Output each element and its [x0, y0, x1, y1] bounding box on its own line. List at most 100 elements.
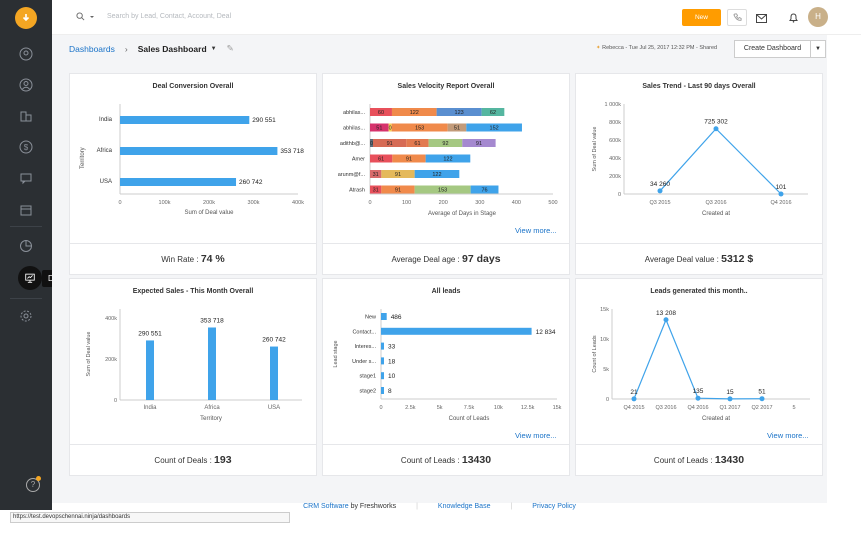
y-tick-label: Interes... [355, 344, 377, 350]
widget-all-leads: All leads Lead stage 0 2.5k 5k 7.5k 10k 12.5k… [322, 278, 570, 476]
x-tick-label: USA [268, 405, 280, 411]
series-line [659, 127, 782, 195]
shared-info: ✦ Rebecca - Tue Jul 25, 2017 12:32 PM - … [596, 45, 717, 51]
data-point [759, 396, 765, 402]
accounts-icon[interactable] [16, 106, 36, 126]
series-line [633, 318, 763, 400]
dashboards-icon[interactable] [18, 266, 42, 290]
y-tick-label: abhilas... [343, 126, 365, 132]
data-label: 486 [391, 314, 402, 321]
breadcrumb-dashboards-link[interactable]: Dashboards [69, 43, 115, 54]
y-tick-label: 0 [606, 397, 609, 403]
widget-sales-trend: Sales Trend - Last 90 days Overall Sum o… [575, 73, 823, 275]
x-tick-label: Q3 2016 [705, 200, 726, 206]
view-more-link[interactable]: View more... [767, 431, 809, 440]
data-label: 91 [395, 188, 401, 194]
bar-segment [391, 123, 448, 132]
data-label: 34 260 [650, 181, 670, 188]
x-tick-label: India [143, 405, 157, 411]
avatar[interactable]: H [808, 7, 828, 27]
x-tick-label: Q4 2015 [623, 405, 644, 411]
bell-icon[interactable] [785, 10, 801, 26]
knowledge-base-link[interactable]: Knowledge Base [437, 503, 491, 510]
notification-dot [36, 476, 41, 481]
x-tick-label: Q4 2016 [687, 405, 708, 411]
chat-icon[interactable] [16, 168, 36, 188]
x-tick-label: Africa [204, 405, 220, 411]
all-leads-chart: Lead stage 0 2.5k 5k 7.5k 10k 12.5k 15k New 486 C… [333, 309, 562, 422]
footer-value: 97 days [462, 253, 501, 265]
home-icon[interactable] [16, 44, 36, 64]
new-button[interactable]: New [682, 9, 721, 26]
y-axis-label: Count of Leads [592, 335, 598, 373]
bar-segment [428, 139, 463, 147]
data-label: 18 [388, 358, 396, 365]
create-dashboard-dropdown-icon[interactable]: ▼ [815, 46, 821, 52]
footer-value: 74 % [200, 253, 225, 265]
widget-leads-generated: Leads generated this month.. Count of Le… [575, 278, 823, 476]
calendar-icon[interactable] [16, 200, 36, 220]
footer-divider: | [416, 503, 418, 510]
y-axis-label: Sum of Deal value [86, 332, 92, 377]
privacy-policy-link[interactable]: Privacy Policy [532, 503, 576, 510]
bar-segment [381, 185, 415, 194]
data-label: 91 [406, 157, 412, 163]
x-tick-label: 15k [553, 405, 562, 411]
widget-title: Leads generated this month.. [650, 288, 748, 295]
view-more-link[interactable]: View more... [515, 226, 557, 235]
chevron-down-icon[interactable] [89, 14, 95, 20]
bar [120, 178, 237, 186]
bar-segment [370, 185, 382, 194]
data-label: 62 [490, 110, 496, 116]
create-dashboard-label[interactable]: Create Dashboard [735, 41, 811, 57]
data-label: 123 [455, 110, 464, 116]
phone-icon[interactable] [727, 9, 747, 26]
data-label: 61 [378, 157, 384, 163]
y-tick-label: 1 000k [604, 102, 621, 108]
data-label: 60 [378, 110, 384, 116]
shared-icon: ✦ [596, 45, 601, 51]
breadcrumb: Dashboards › Sales Dashboard ▼ ✎ [69, 43, 234, 54]
mail-icon[interactable] [753, 10, 769, 26]
freshsales-logo[interactable] [15, 7, 37, 29]
edit-pencil-icon[interactable]: ✎ [226, 43, 234, 53]
help-icon[interactable]: ? [26, 478, 40, 492]
search-input[interactable]: Search by Lead, Contact, Account, Deal [107, 13, 232, 20]
contacts-icon[interactable] [16, 75, 36, 95]
dashboard-title[interactable]: Sales Dashboard [137, 43, 207, 54]
settings-icon[interactable] [16, 306, 36, 326]
create-dashboard-button[interactable]: Create Dashboard ▼ [734, 40, 826, 58]
data-label: 0 [370, 141, 373, 147]
x-tick-label: 300k [248, 200, 260, 206]
x-tick-label: 400 [512, 200, 521, 206]
bar-segment [370, 139, 373, 147]
deal-conversion-chart: Territory 0 100k 200k 300k 400k India 290 551 A… [80, 104, 304, 216]
data-label: 353 718 [200, 317, 224, 324]
view-more-link[interactable]: View more... [515, 431, 557, 440]
bar-segment [447, 123, 467, 132]
data-label: 725 302 [704, 119, 728, 126]
data-label: 91 [395, 172, 401, 178]
x-tick-label: 100 [402, 200, 411, 206]
crm-software-link[interactable]: CRM Software [303, 503, 349, 510]
bar [270, 346, 278, 400]
x-tick-label: 5k [437, 405, 443, 411]
footer-label: Count of Deals : [154, 456, 212, 465]
breadcrumb-separator: › [124, 43, 128, 54]
deals-icon[interactable]: $ [16, 137, 36, 157]
bar-segment [466, 123, 522, 132]
footer-brand: CRM Software by Freshworks [303, 503, 396, 523]
dashboard-dropdown-icon[interactable]: ▼ [210, 45, 217, 52]
bar-segment [370, 123, 389, 132]
search-bar[interactable]: Search by Lead, Contact, Account, Deal [76, 12, 231, 21]
reports-icon[interactable] [16, 236, 36, 256]
y-tick-label: Contact... [352, 329, 376, 335]
bar [120, 147, 278, 155]
data-label: 101 [776, 184, 787, 191]
data-label: 353 718 [280, 148, 304, 155]
widget-title: All leads [431, 288, 461, 295]
bar [381, 342, 384, 350]
bar-segment [370, 108, 392, 116]
bar-segment [370, 154, 393, 163]
search-icon [76, 12, 85, 21]
